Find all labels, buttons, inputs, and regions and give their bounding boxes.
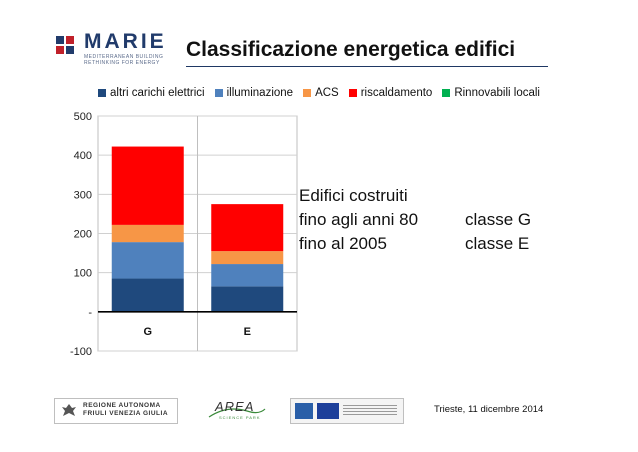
fvg-region-logo: REGIONE AUTONOMA FRIULI VENEZIA GIULIA xyxy=(54,398,178,424)
legend-label: altri carichi elettrici xyxy=(110,87,205,99)
legend-label: ACS xyxy=(315,87,339,99)
footer-date: Trieste, 11 dicembre 2014 xyxy=(434,404,544,415)
note-row-3-class: classe E xyxy=(465,234,530,253)
area-swoosh-icon xyxy=(208,408,266,418)
bar-segment xyxy=(111,224,184,243)
bar-segment xyxy=(111,278,184,312)
logo-name: MARIE xyxy=(84,30,167,53)
y-tick-label: 500 xyxy=(74,111,92,123)
title-underline xyxy=(186,66,548,67)
legend-item: illuminazione xyxy=(214,87,294,99)
note-row-2: fino agli anni 80 classe G xyxy=(299,208,531,232)
x-tick-label: E xyxy=(244,326,251,338)
area-logo-text: AREA xyxy=(215,399,255,414)
med-logo-mark-icon xyxy=(295,403,313,419)
bar-segment xyxy=(111,242,184,279)
legend-label: illuminazione xyxy=(226,87,294,99)
legend-label: Rinnovabili locali xyxy=(454,87,540,99)
y-tick-label: 300 xyxy=(74,189,92,201)
bar-segment xyxy=(211,204,284,252)
marie-logo: MARIE MEDITERRANEAN BUILDING RETHINKING … xyxy=(54,30,194,70)
bar-segment xyxy=(111,146,184,225)
bar-segment xyxy=(211,286,284,312)
legend-swatch xyxy=(214,89,223,97)
y-tick-label: 400 xyxy=(74,150,92,162)
legend-item: riscaldamento xyxy=(348,87,433,99)
legend-label: riscaldamento xyxy=(360,87,433,99)
legend-item: Rinnovabili locali xyxy=(442,87,540,99)
page-title: Classificazione energetica edifici xyxy=(186,38,516,61)
y-tick-label: 100 xyxy=(74,268,92,280)
note-row-3: fino al 2005 classe E xyxy=(299,232,531,256)
y-tick-label: 200 xyxy=(74,229,92,241)
fvg-region-text: REGIONE AUTONOMA FRIULI VENEZIA GIULIA xyxy=(83,402,169,417)
y-tick-label: - xyxy=(88,307,92,319)
legend-swatch xyxy=(442,89,451,97)
x-tick-label: G xyxy=(143,326,152,338)
bar-segment xyxy=(211,264,284,287)
legend-swatch xyxy=(303,89,312,97)
bar-segment xyxy=(211,251,284,265)
area-science-park-logo: AREA SCIENCE PARK xyxy=(203,399,269,423)
eu-flag-icon xyxy=(317,403,339,419)
classification-note: Edifici costruiti fino agli anni 80 clas… xyxy=(299,184,531,256)
legend-swatch xyxy=(348,89,357,97)
note-line-1: Edifici costruiti xyxy=(299,186,408,205)
chart-legend: altri carichi elettrici illuminazione ACS r… xyxy=(98,85,540,101)
logo-subtitle: MEDITERRANEAN BUILDING RETHINKING FOR EN… xyxy=(84,54,164,66)
legend-item: ACS xyxy=(303,87,339,99)
eagle-icon xyxy=(62,404,76,416)
y-tick-label: -100 xyxy=(70,346,92,358)
legend-item: altri carichi elettrici xyxy=(98,87,205,99)
med-programme-logo xyxy=(290,398,404,424)
note-row-3-period: fino al 2005 xyxy=(299,234,387,253)
note-row-2-class: classe G xyxy=(465,210,532,229)
legend-swatch xyxy=(98,89,106,97)
note-row-2-period: fino agli anni 80 xyxy=(299,210,419,229)
area-logo-subtext: SCIENCE PARK xyxy=(219,415,261,420)
med-logo-fineprint xyxy=(343,405,397,417)
marie-logo-mark-icon xyxy=(56,36,74,54)
